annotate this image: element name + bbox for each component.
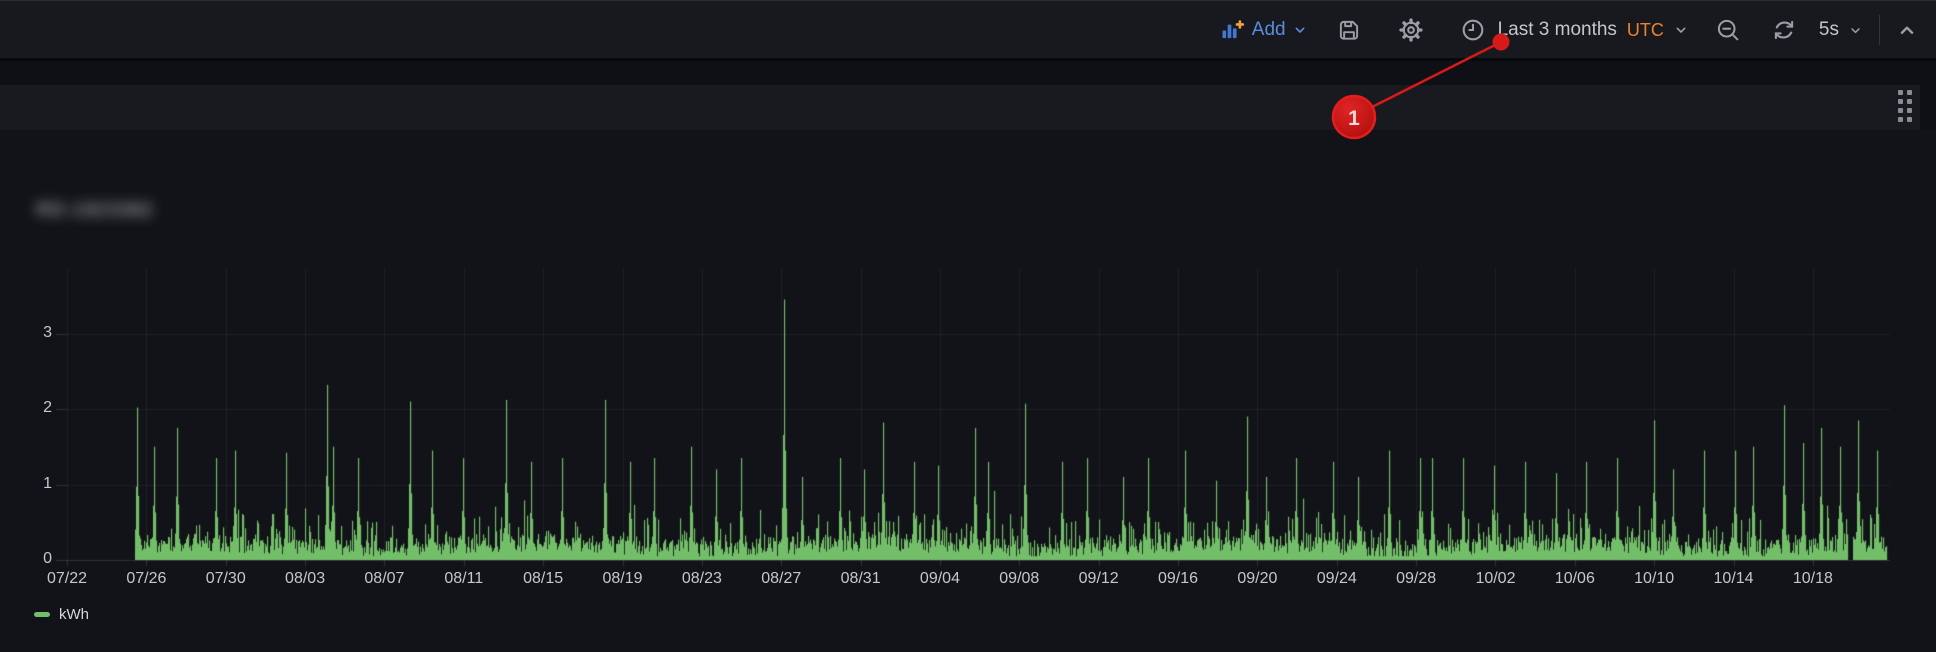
panel-title[interactable]: RD-1923382 <box>36 200 154 221</box>
y-tick-label: 0 <box>43 550 52 567</box>
x-tick-label: 09/12 <box>1078 570 1119 587</box>
x-tick-label: 09/28 <box>1396 570 1437 587</box>
legend-series-label: kWh <box>59 606 89 623</box>
y-tick-label: 3 <box>43 323 52 341</box>
x-tick-label: 10/14 <box>1713 570 1754 587</box>
x-tick-label: 10/10 <box>1634 570 1675 587</box>
x-tick-label: 08/31 <box>840 570 881 587</box>
x-tick-label: 10/02 <box>1475 570 1516 587</box>
x-tick-label: 08/23 <box>681 570 722 587</box>
legend-item-kwh[interactable]: kWh <box>34 606 89 623</box>
x-tick-label: 10/18 <box>1792 570 1833 587</box>
legend-series-swatch <box>34 612 50 617</box>
x-tick-label: 09/20 <box>1237 570 1278 587</box>
x-tick-label: 09/08 <box>999 570 1040 587</box>
x-tick-label: 09/16 <box>1158 570 1199 587</box>
x-tick-label: 07/26 <box>126 570 167 587</box>
x-tick-label: 08/07 <box>364 570 405 587</box>
y-tick-label: 1 <box>43 474 52 492</box>
x-tick-label: 08/15 <box>523 570 564 587</box>
x-tick-label: 07/22 <box>46 570 88 587</box>
y-tick-label: 2 <box>43 399 52 416</box>
x-tick-label: 08/11 <box>444 570 484 587</box>
x-tick-label: 09/04 <box>919 570 960 587</box>
x-tick-label: 08/19 <box>602 570 643 587</box>
x-tick-label: 08/27 <box>761 570 802 587</box>
x-tick-label: 09/24 <box>1316 570 1357 587</box>
x-tick-label: 10/06 <box>1554 570 1595 587</box>
x-tick-label: 07/30 <box>205 570 246 587</box>
x-tick-label: 08/03 <box>285 570 326 587</box>
